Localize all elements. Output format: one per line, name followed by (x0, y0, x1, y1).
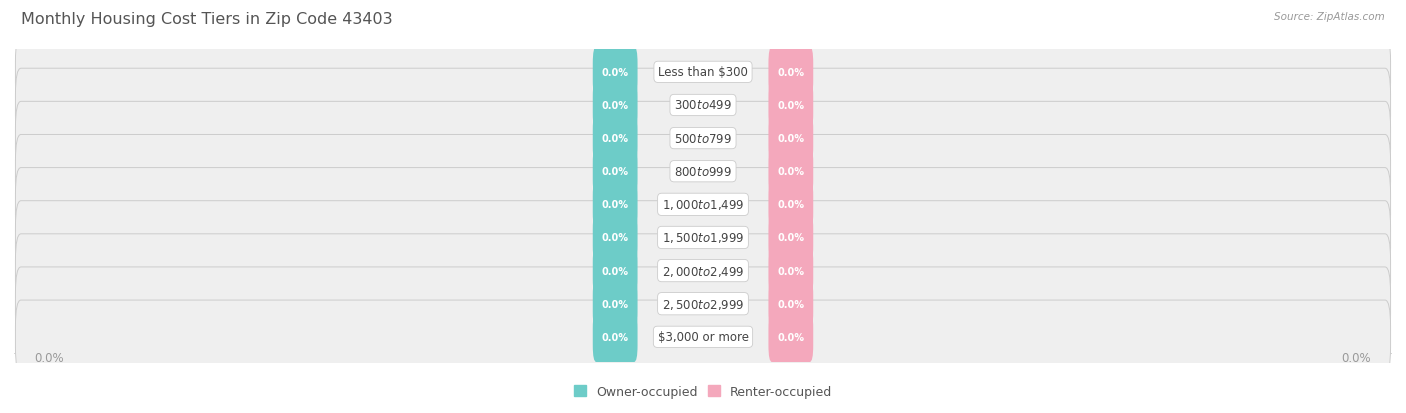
Text: 0.0%: 0.0% (602, 167, 628, 177)
Text: 0.0%: 0.0% (602, 332, 628, 342)
Text: 0.0%: 0.0% (602, 134, 628, 144)
FancyBboxPatch shape (593, 213, 637, 263)
Text: 0.0%: 0.0% (602, 299, 628, 309)
Text: $1,000 to $1,499: $1,000 to $1,499 (662, 198, 744, 212)
Text: 0.0%: 0.0% (778, 332, 804, 342)
FancyBboxPatch shape (593, 47, 637, 98)
Text: Source: ZipAtlas.com: Source: ZipAtlas.com (1274, 12, 1385, 22)
FancyBboxPatch shape (593, 147, 637, 197)
Text: $3,000 or more: $3,000 or more (658, 330, 748, 344)
FancyBboxPatch shape (593, 180, 637, 230)
Text: 0.0%: 0.0% (778, 101, 804, 111)
Text: 0.0%: 0.0% (1341, 351, 1371, 364)
FancyBboxPatch shape (769, 81, 813, 131)
FancyBboxPatch shape (15, 234, 1391, 308)
Text: 0.0%: 0.0% (778, 134, 804, 144)
Text: 0.0%: 0.0% (778, 233, 804, 243)
FancyBboxPatch shape (15, 168, 1391, 242)
Text: $1,500 to $1,999: $1,500 to $1,999 (662, 231, 744, 245)
FancyBboxPatch shape (15, 135, 1391, 209)
Text: 0.0%: 0.0% (778, 68, 804, 78)
FancyBboxPatch shape (15, 300, 1391, 374)
FancyBboxPatch shape (769, 213, 813, 263)
FancyBboxPatch shape (15, 36, 1391, 109)
FancyBboxPatch shape (769, 279, 813, 329)
FancyBboxPatch shape (593, 81, 637, 131)
FancyBboxPatch shape (769, 47, 813, 98)
FancyBboxPatch shape (769, 114, 813, 164)
Legend: Owner-occupied, Renter-occupied: Owner-occupied, Renter-occupied (574, 385, 832, 398)
FancyBboxPatch shape (769, 312, 813, 362)
Text: 0.0%: 0.0% (778, 200, 804, 210)
FancyBboxPatch shape (769, 147, 813, 197)
Text: $2,500 to $2,999: $2,500 to $2,999 (662, 297, 744, 311)
Text: $500 to $799: $500 to $799 (673, 132, 733, 145)
Text: 0.0%: 0.0% (602, 68, 628, 78)
FancyBboxPatch shape (15, 69, 1391, 142)
FancyBboxPatch shape (15, 201, 1391, 275)
Text: 0.0%: 0.0% (602, 266, 628, 276)
FancyBboxPatch shape (593, 114, 637, 164)
Text: $2,000 to $2,499: $2,000 to $2,499 (662, 264, 744, 278)
Text: 0.0%: 0.0% (602, 101, 628, 111)
Text: 0.0%: 0.0% (778, 299, 804, 309)
Text: 0.0%: 0.0% (778, 167, 804, 177)
Text: 0.0%: 0.0% (602, 233, 628, 243)
FancyBboxPatch shape (15, 102, 1391, 176)
Text: $800 to $999: $800 to $999 (673, 165, 733, 178)
Text: 0.0%: 0.0% (778, 266, 804, 276)
FancyBboxPatch shape (593, 246, 637, 296)
Text: $300 to $499: $300 to $499 (673, 99, 733, 112)
FancyBboxPatch shape (593, 312, 637, 362)
FancyBboxPatch shape (593, 279, 637, 329)
Text: 0.0%: 0.0% (602, 200, 628, 210)
Text: 0.0%: 0.0% (35, 351, 65, 364)
FancyBboxPatch shape (769, 246, 813, 296)
FancyBboxPatch shape (15, 267, 1391, 341)
Text: Monthly Housing Cost Tiers in Zip Code 43403: Monthly Housing Cost Tiers in Zip Code 4… (21, 12, 392, 27)
FancyBboxPatch shape (769, 180, 813, 230)
Text: Less than $300: Less than $300 (658, 66, 748, 79)
